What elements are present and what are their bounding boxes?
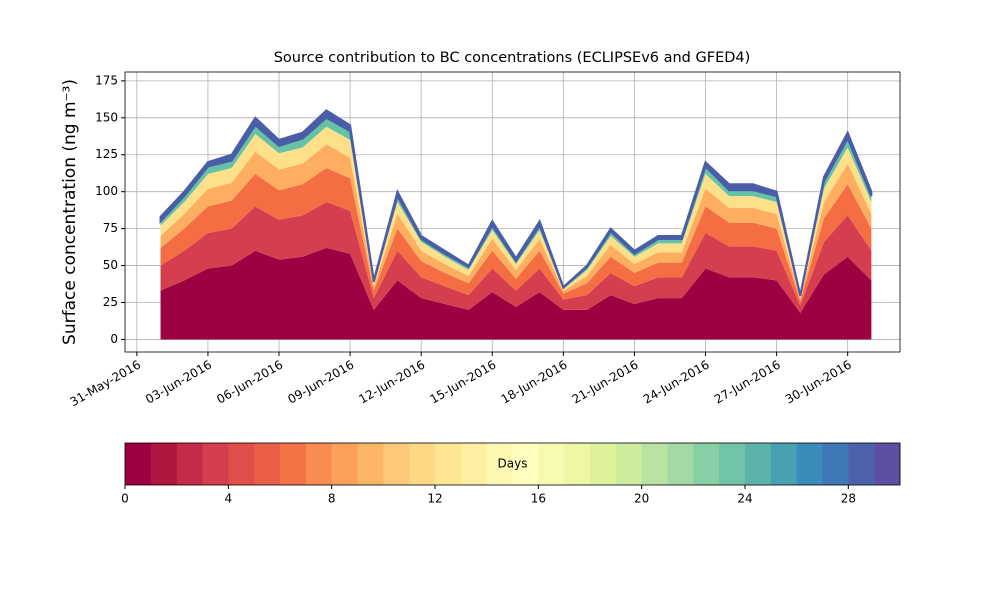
x-tick-label: 27-Jun-2016 (712, 358, 783, 407)
area-layer (159, 109, 873, 297)
colorbar-cell (667, 443, 694, 485)
colorbar-cell (305, 443, 333, 485)
colorbar-cell (770, 443, 798, 485)
colorbar-cell (460, 443, 488, 485)
colorbar-cell (693, 443, 720, 485)
x-tick-label: 30-Jun-2016 (783, 358, 854, 407)
colorbar-cell (202, 443, 229, 485)
colorbar-tick-label: 20 (634, 492, 649, 506)
x-tick-label: 31-May-2016 (68, 358, 143, 410)
colorbar-cell (822, 443, 849, 485)
colorbar-cell (125, 443, 152, 485)
colorbar-cell (538, 443, 565, 485)
colorbar-cell (590, 443, 617, 485)
x-tick-label: 03-Jun-2016 (143, 358, 214, 407)
area-layer (160, 247, 872, 340)
colorbar-cell (486, 443, 513, 485)
y-tick-label: 100 (95, 184, 118, 198)
colorbar-label: Days (498, 457, 528, 471)
plot-frame (124, 71, 901, 353)
colorbar-cell (874, 443, 901, 485)
colorbar-cell (512, 443, 539, 485)
y-tick-label: 25 (103, 295, 118, 309)
x-tick-label: 21-Jun-2016 (570, 358, 641, 407)
colorbar-cell (280, 443, 307, 485)
colorbar-tick-label: 0 (121, 492, 129, 506)
y-tick-label: 125 (95, 147, 118, 161)
x-tick-label: 06-Jun-2016 (214, 358, 285, 407)
colorbar-tick-label: 16 (531, 492, 546, 506)
colorbar-cell (848, 443, 875, 485)
colorbar-cell (564, 443, 591, 485)
colorbar-cell (409, 443, 436, 485)
colorbar-tick-label: 12 (427, 492, 442, 506)
colorbar-cell (641, 443, 668, 485)
chart-title: Source contribution to BC concentrations… (274, 50, 751, 66)
x-tick-label: 12-Jun-2016 (356, 358, 427, 407)
area-layer (160, 202, 872, 313)
colorbar-tick-label: 24 (737, 492, 752, 506)
colorbar-cell (383, 443, 410, 485)
y-tick-label: 75 (103, 221, 118, 235)
colorbar-cell (435, 443, 462, 485)
y-tick-label: 50 (103, 258, 118, 272)
colorbar-cell (796, 443, 823, 485)
colorbar-frame (124, 442, 901, 486)
x-tick-label: 18-Jun-2016 (499, 358, 570, 407)
area-layer (160, 168, 872, 306)
colorbar-cell (719, 443, 746, 485)
y-tick-label: 150 (95, 110, 118, 124)
colorbar-cell (331, 443, 358, 485)
y-tick-label: 0 (110, 332, 118, 346)
area-layer (160, 144, 872, 302)
x-tick-label: 15-Jun-2016 (428, 358, 499, 407)
y-axis-label: Surface concentration (ng m⁻³) (60, 79, 80, 345)
colorbar-cell (357, 443, 384, 485)
colorbar-cell (254, 443, 281, 485)
colorbar-cell (176, 443, 203, 485)
colorbar-cell (745, 443, 772, 485)
colorbar-tick-label: 4 (225, 492, 233, 506)
colorbar-cell (615, 443, 643, 485)
x-tick-label: 24-Jun-2016 (641, 358, 712, 407)
colorbar-cell (150, 443, 178, 485)
colorbar-tick-label: 8 (328, 492, 336, 506)
colorbar-tick-label: 28 (841, 492, 856, 506)
y-tick-label: 175 (95, 73, 118, 87)
x-tick-label: 09-Jun-2016 (285, 358, 356, 407)
colorbar-cell (228, 443, 255, 485)
